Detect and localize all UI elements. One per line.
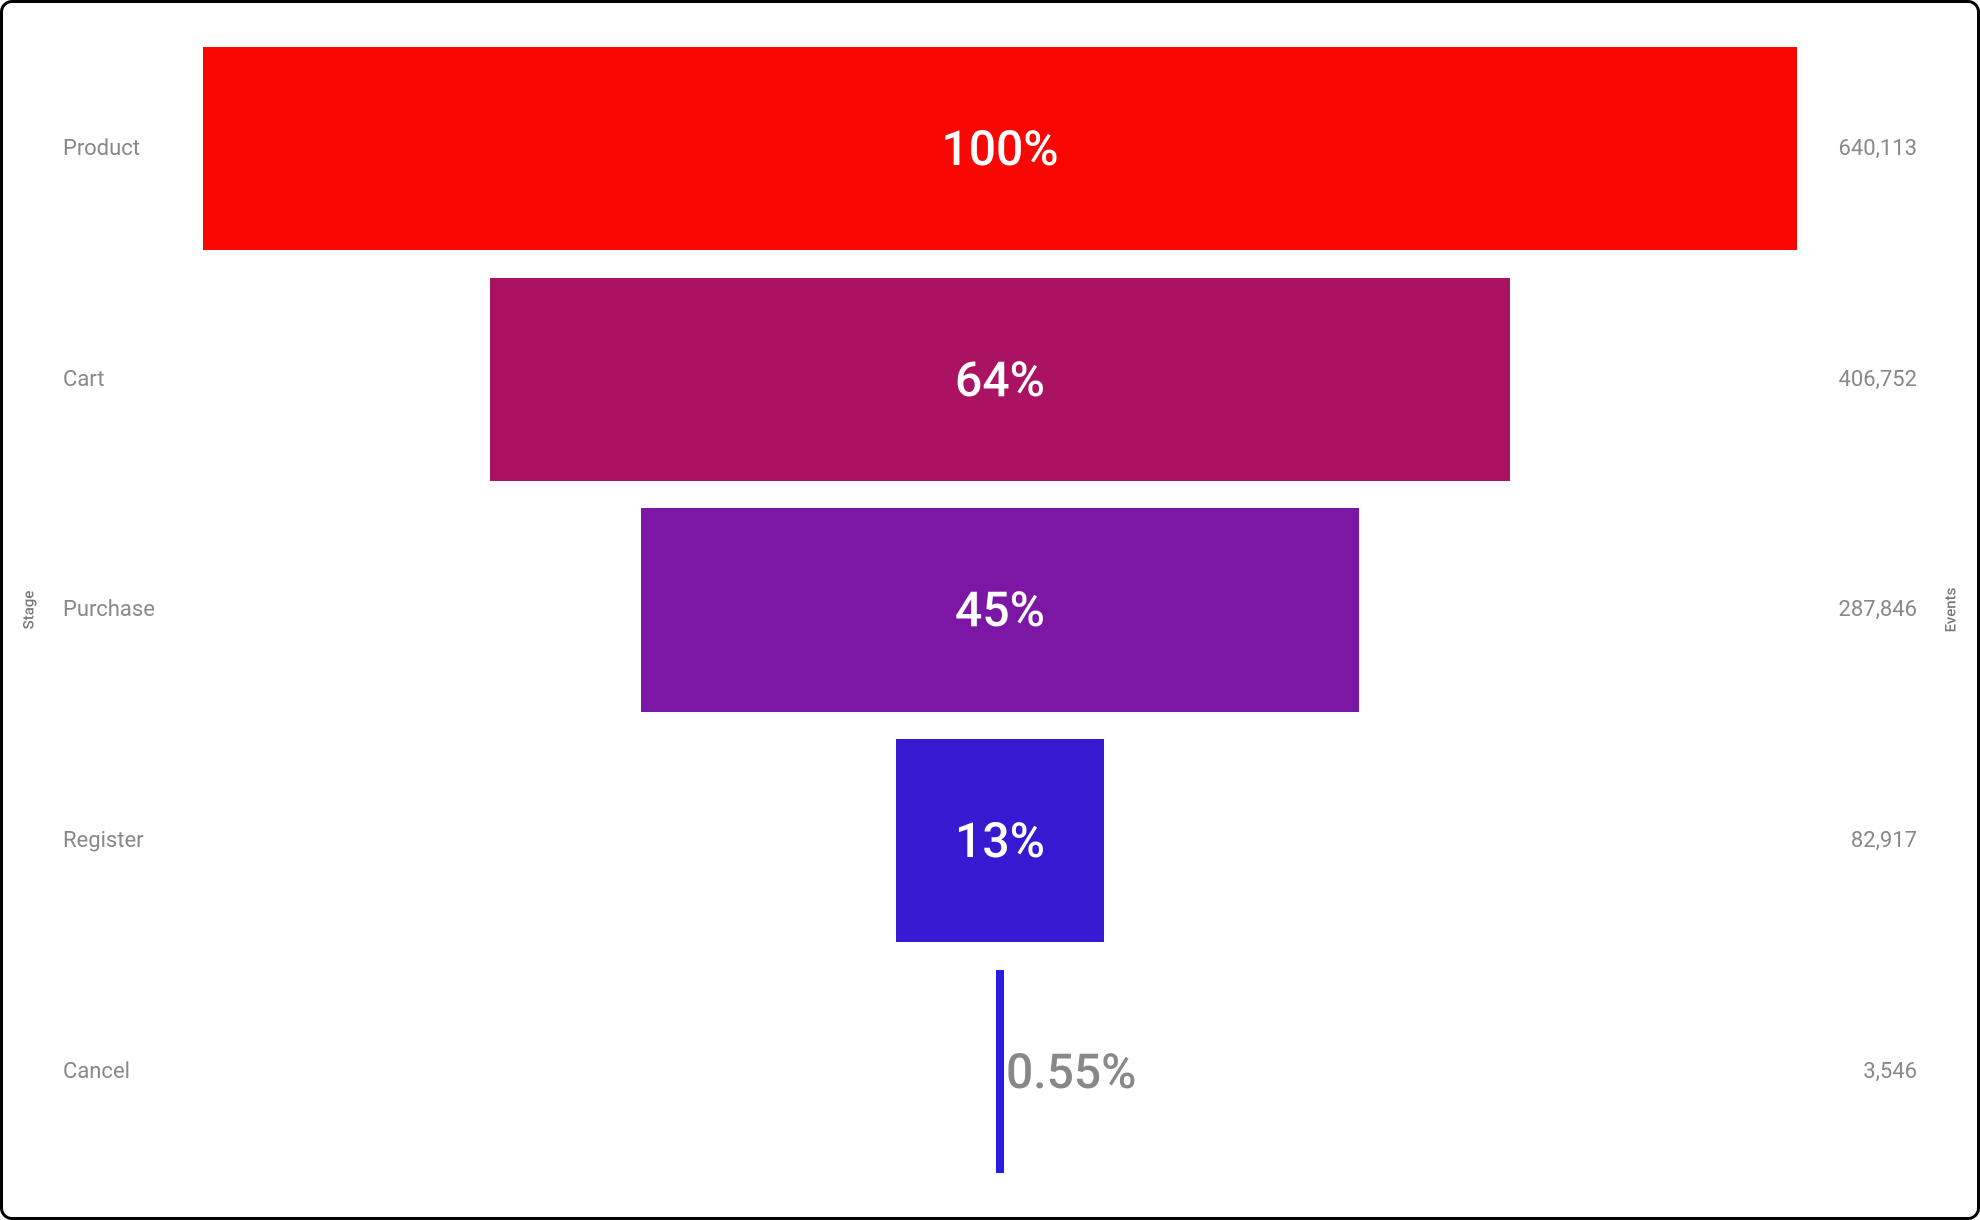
funnel-chart-frame: Stage Events Product 100% 640,113 Cart 64% 40… — [0, 0, 1980, 1220]
y-axis-right-label: Events — [1942, 588, 1960, 633]
events-label: 3,546 — [1797, 1059, 1927, 1084]
events-label: 82,917 — [1797, 828, 1927, 853]
funnel-row: Cart 64% 406,752 — [53, 264, 1927, 495]
funnel-bar: 64% — [490, 278, 1510, 481]
percent-label: 13% — [955, 812, 1045, 869]
bar-area: 64% — [203, 264, 1797, 495]
funnel-bar: 45% — [641, 508, 1358, 711]
percent-label: 0.55% — [1006, 1043, 1137, 1100]
events-label: 406,752 — [1797, 367, 1927, 392]
bar-area: 45% — [203, 495, 1797, 726]
bar-area: 100% — [203, 33, 1797, 264]
funnel-chart: Product 100% 640,113 Cart 64% 406,752 Purchase… — [53, 33, 1927, 1187]
bar-area: 0.55% — [203, 956, 1797, 1187]
funnel-bar: 100% — [203, 47, 1797, 250]
percent-label: 45% — [955, 581, 1045, 638]
stage-label: Cart — [53, 367, 203, 392]
stage-label: Product — [53, 136, 203, 161]
stage-label: Register — [53, 828, 203, 853]
percent-label: 64% — [955, 351, 1045, 408]
percent-label: 100% — [941, 120, 1058, 177]
y-axis-left-label: Stage — [19, 591, 37, 630]
funnel-row: Product 100% 640,113 — [53, 33, 1927, 264]
funnel-row: Cancel 0.55% 3,546 — [53, 956, 1927, 1187]
stage-label: Cancel — [53, 1059, 203, 1084]
funnel-row: Purchase 45% 287,846 — [53, 495, 1927, 726]
bar-area: 13% — [203, 725, 1797, 956]
stage-label: Purchase — [53, 597, 203, 622]
funnel-bar: 13% — [896, 739, 1103, 942]
events-label: 640,113 — [1797, 136, 1927, 161]
events-label: 287,846 — [1797, 597, 1927, 622]
funnel-row: Register 13% 82,917 — [53, 725, 1927, 956]
funnel-bar — [996, 970, 1005, 1173]
